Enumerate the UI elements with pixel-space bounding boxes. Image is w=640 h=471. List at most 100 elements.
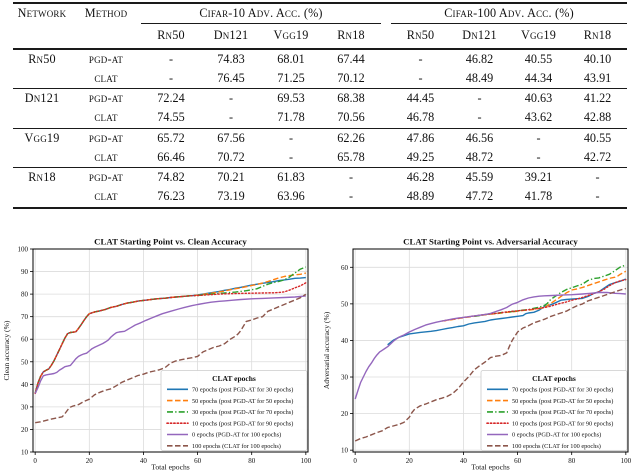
subheader-c10-dn121: Dn121 [201,23,261,50]
x-tick-label: 40 [140,457,148,465]
y-tick-label: 30 [21,403,29,411]
cell: 70.12 [337,70,365,85]
table-row: Rn18 pgd-at 74.82 70.21 61.83 - 46.28 45… [13,167,628,208]
plot-frame [32,248,309,453]
cell: 68.38 [321,88,382,109]
cell: 74.83 [217,51,245,66]
cell: 70.72 [217,149,245,164]
method-label: clat [94,70,118,85]
cell: - [261,127,321,148]
y-tick-label: 50 [341,300,349,308]
y-axis-label: Clean accuracy (%) [2,320,11,380]
legend-entry: 30 epochs (post PGD-AT for 70 epochs) [192,409,293,416]
spacer-cell [381,69,391,89]
cell: 47.72 [465,189,494,204]
legend-entry: 100 epochs (CLAT for 100 epochs) [512,443,601,450]
y-tick-label: 70 [21,313,29,321]
cell: 41.78 [524,189,553,204]
series-line [34,295,306,394]
legend-entry: 10 epochs (post PGD-AT for 90 epochs) [192,420,293,427]
cell: 74.55 [157,110,185,125]
cell: - [595,189,600,204]
series-line [387,278,627,346]
cell: 47.86 [391,127,451,148]
cell: 42.88 [583,110,612,125]
results-table-wrapper: Network Method Cifar-10 Adv. Acc. (%) Ci… [0,0,640,209]
y-tick-label: 30 [341,374,349,382]
group-header-cifar100: Cifar-100 Adv. Acc. (%) [391,3,628,25]
cell: 74.82 [141,167,201,188]
x-tick-label: 0 [353,457,357,465]
legend-entry: 70 epochs (post PGD-AT for 30 epochs) [512,387,613,394]
cell: 73.19 [217,189,245,204]
network-label: Rn50 [28,51,56,66]
header-spacer [381,3,392,50]
group-header-cifar10: Cifar-10 Adv. Acc. (%) [141,3,382,25]
cell: 41.22 [568,88,628,109]
legend-title: CLAT epochs [532,374,576,383]
x-tick-label: 100 [301,457,312,465]
legend [160,370,308,451]
cell: 63.96 [277,189,305,204]
network-label: Dn121 [13,88,71,128]
cell: - [228,110,234,125]
cell: 67.56 [201,127,261,148]
x-tick-label: 60 [514,457,522,465]
series-line [34,272,306,394]
cell: 71.78 [277,110,305,125]
x-tick-label: 80 [248,457,256,465]
cell: - [418,70,423,85]
cell: 48.72 [465,149,494,164]
series-line [443,279,627,322]
subheader-c10-vgg19: Vgg19 [261,23,321,50]
series-line [354,287,626,442]
table-row: clat 66.46 70.72 - 65.78 49.25 48.72 - 4… [13,148,627,168]
cell: 49.25 [406,149,435,164]
legend-entry: 50 epochs (post PGD-AT for 50 epochs) [192,398,293,405]
x-tick-label: 40 [460,457,468,465]
x-axis-label: Total epochs [471,463,510,471]
table-row: Rn50 pgd-at - 74.83 68.01 67.44 - 46.82 … [13,49,627,69]
cell: - [418,51,423,66]
cell: 72.24 [141,88,201,109]
legend [480,370,628,451]
cell: - [288,149,294,164]
cell: 44.34 [524,70,553,85]
cell: 46.56 [450,127,510,148]
method-label: clat [94,149,118,164]
adversarial-accuracy-table: Network Method Cifar-10 Adv. Acc. (%) Ci… [13,2,628,209]
series-line [354,291,626,400]
spacer-cell [381,49,391,69]
cell: 39.21 [509,167,569,188]
legend-entry: 70 epochs (post PGD-AT for 30 epochs) [192,387,293,394]
x-tick-label: 100 [621,457,632,465]
subheader-c100-rn18: Rn18 [568,23,628,50]
cell: - [509,127,569,148]
cell: 76.23 [157,189,185,204]
legend-entry: 100 epochs (CLAT for 100 epochs) [192,443,281,450]
network-label: Vgg19 [13,127,71,168]
subheader-c10-rn18: Rn18 [321,23,382,50]
y-tick-label: 40 [21,381,29,389]
clean-accuracy-chart: 0 20 40 60 80 100 10 20 30 40 50 60 70 80 90 100 CLAT St… [2,237,312,471]
series-line [35,293,307,424]
chart-title: CLAT Starting Point vs. Adversarial Accu… [403,237,578,247]
method-label: pgd-at [71,127,141,148]
cell: 65.72 [141,127,201,148]
legend-title: CLAT epochs [212,374,256,383]
method-label: clat [94,110,118,125]
cell: - [201,88,261,109]
subheader-c100-rn50: Rn50 [391,23,451,50]
method-label: pgd-at [71,88,141,109]
cell: 76.45 [217,70,245,85]
y-tick-label: 20 [341,410,349,418]
cell: 62.26 [321,127,382,148]
spacer-cell [381,148,391,168]
cell: 40.10 [583,51,612,66]
subheader-c10-rn50: Rn50 [141,23,201,50]
cell: - [168,51,174,66]
cell: 40.55 [568,127,628,148]
x-tick-label: 60 [194,457,202,465]
cell: 44.45 [391,88,451,109]
x-tick-label: 0 [33,457,37,465]
